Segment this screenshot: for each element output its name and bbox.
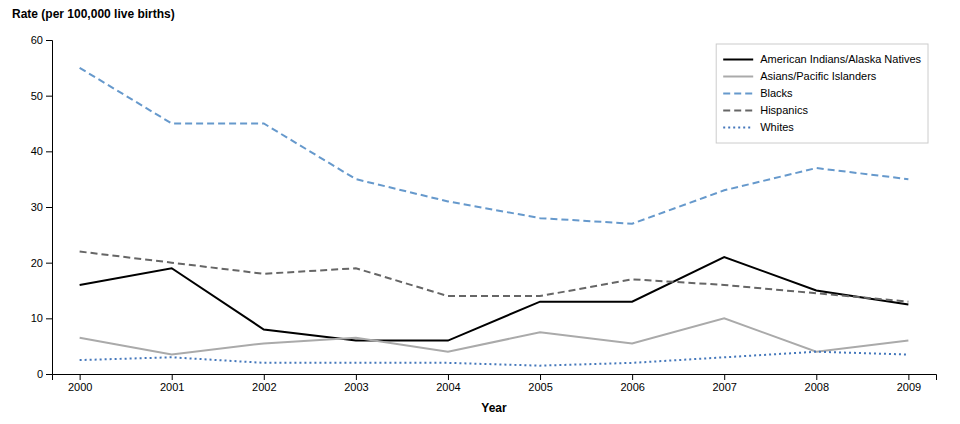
x-tick-mark	[448, 374, 449, 380]
x-tick-mark	[172, 374, 173, 380]
chart: 2000 2001 2002 2003 2004 2005 2006 2007 2008 2009…	[0, 0, 960, 424]
x-tick: 2008	[805, 374, 829, 393]
y-tick-label: 30	[31, 201, 43, 213]
x-tick: 2007	[712, 374, 736, 393]
legend-label: American Indians/Alaska Natives	[760, 53, 921, 65]
y-tick-mark	[46, 96, 52, 97]
y-tick-label: 50	[31, 90, 43, 102]
legend-box	[716, 44, 928, 143]
x-tick: 2003	[344, 374, 368, 393]
y-tick: 10	[31, 312, 52, 324]
series-line	[80, 68, 909, 224]
series-line	[80, 257, 909, 341]
y-tick: 40	[31, 145, 52, 157]
series-line	[80, 318, 909, 354]
x-tick: 2000	[68, 374, 92, 393]
x-tick-mark	[356, 374, 357, 380]
x-tick-mark	[80, 374, 81, 380]
y-tick-label: 0	[37, 368, 43, 380]
y-tick: 0	[37, 368, 52, 380]
x-axis-title: Year	[481, 401, 507, 415]
y-axis-line	[46, 41, 53, 375]
legend-label: Asians/Pacific Islanders	[760, 70, 877, 82]
x-tick-label: 2002	[252, 381, 276, 393]
y-tick: 30	[31, 201, 52, 213]
series-line	[80, 352, 909, 366]
x-tick: 2001	[160, 374, 184, 393]
legend: American Indians/Alaska Natives Asians/Pa…	[716, 44, 928, 143]
y-tick-label: 20	[31, 257, 43, 269]
y-tick-mark	[46, 40, 52, 41]
legend-swatch	[723, 59, 753, 61]
x-tick: 2009	[897, 374, 921, 393]
lines	[80, 68, 909, 366]
y-tick: 20	[31, 257, 52, 269]
legend-label: Whites	[760, 121, 794, 133]
x-axis-line	[53, 375, 937, 381]
x-tick-label: 2008	[805, 381, 829, 393]
y-tick-label: 10	[31, 312, 43, 324]
x-tick-label: 2003	[344, 381, 368, 393]
x-tick-mark	[540, 374, 541, 380]
legend-swatch	[723, 110, 753, 112]
y-tick-mark	[46, 318, 52, 319]
y-axis-title: Rate (per 100,000 live births)	[12, 7, 175, 21]
x-tick-mark	[724, 374, 725, 380]
series-line	[80, 252, 909, 302]
legend-swatch	[723, 76, 753, 78]
x-tick: 2002	[252, 374, 276, 393]
y-tick-label: 60	[31, 34, 43, 46]
y-tick: 50	[31, 90, 52, 102]
x-tick-mark	[632, 374, 633, 380]
x-axis: 2000 2001 2002 2003 2004 2005 2006 2007 2008 2009	[53, 374, 937, 393]
y-tick-label: 40	[31, 145, 43, 157]
x-tick-label: 2001	[160, 381, 184, 393]
y-tick-mark	[46, 263, 52, 264]
y-tick-mark	[46, 151, 52, 152]
plot: 2000 2001 2002 2003 2004 2005 2006 2007 2008 2009…	[31, 34, 937, 393]
x-tick-mark	[908, 374, 909, 380]
x-tick-mark	[264, 374, 265, 380]
x-tick-mark	[816, 374, 817, 380]
x-tick-label: 2007	[712, 381, 736, 393]
x-tick-label: 2004	[436, 381, 460, 393]
legend-label: Blacks	[760, 87, 793, 99]
legend-swatch	[723, 93, 753, 95]
x-tick: 2004	[436, 374, 460, 393]
x-tick-label: 2000	[68, 381, 92, 393]
y-tick: 60	[31, 34, 52, 46]
legend-swatch	[723, 127, 753, 129]
x-tick-label: 2006	[620, 381, 644, 393]
legend-label: Hispanics	[760, 104, 808, 116]
x-tick-label: 2009	[897, 381, 921, 393]
x-tick: 2006	[620, 374, 644, 393]
x-tick: 2005	[528, 374, 552, 393]
y-tick-mark	[46, 374, 52, 375]
y-tick-mark	[46, 207, 52, 208]
x-tick-label: 2005	[528, 381, 552, 393]
y-axis: 0 10 20 30 40 50 60	[31, 34, 53, 380]
